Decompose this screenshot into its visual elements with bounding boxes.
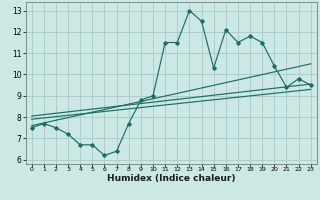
X-axis label: Humidex (Indice chaleur): Humidex (Indice chaleur) bbox=[107, 174, 236, 183]
